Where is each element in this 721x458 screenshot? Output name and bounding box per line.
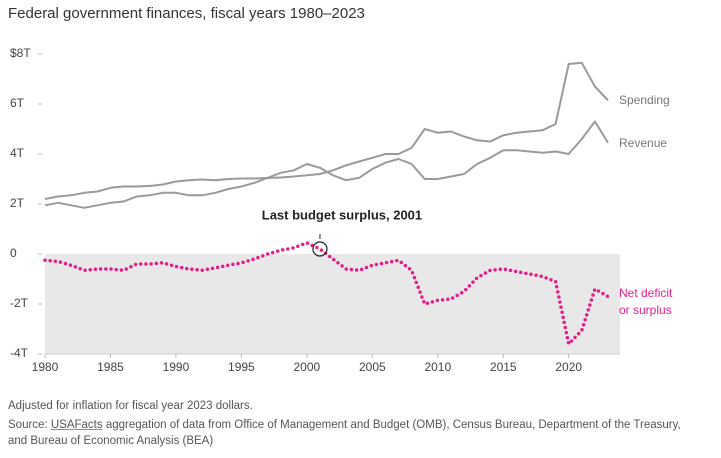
chart: Federal government finances, fiscal year…: [8, 5, 620, 374]
source-label: Source:: [8, 419, 48, 431]
annotation-text: Last budget surplus, 2001: [262, 207, 422, 222]
x-tick-label: 2000: [294, 360, 321, 374]
source-text: aggregation of data from Office of Manag…: [8, 419, 681, 447]
y-tick-label: 4T: [10, 146, 25, 160]
y-tick-label: $8T: [10, 46, 31, 60]
series-line: [44, 61, 609, 200]
y-tick-label: 2T: [10, 196, 25, 210]
series-label: Spending: [619, 93, 670, 108]
source: Source: USAFacts aggregation of data fro…: [8, 417, 698, 449]
x-tick-label: 1990: [163, 360, 190, 374]
x-tick-label: 2020: [555, 360, 582, 374]
y-tick-label: -2T: [10, 296, 29, 310]
x-tick-label: 2010: [424, 360, 451, 374]
x-tick-label: 2005: [359, 360, 386, 374]
series-line: [43, 240, 610, 348]
source-link[interactable]: USAFacts: [50, 419, 103, 431]
y-tick-label: 0: [10, 246, 17, 260]
chart-title: Federal government finances, fiscal year…: [8, 5, 365, 22]
series-label: Net deficit or surplus: [619, 285, 673, 317]
x-tick-label: 1985: [97, 360, 124, 374]
annotation-circle: [312, 241, 328, 257]
x-tick-label: 1980: [32, 360, 59, 374]
y-tick-label: 6T: [10, 96, 25, 110]
x-tick-label: 1995: [228, 360, 255, 374]
x-tick-label: 2015: [490, 360, 517, 374]
negative-region: [45, 254, 620, 354]
series-label: Revenue: [619, 135, 668, 150]
y-tick-label: -4T: [10, 346, 29, 360]
series-line: [44, 120, 609, 209]
footnote: Adjusted for inflation for fiscal year 2…: [8, 400, 253, 412]
